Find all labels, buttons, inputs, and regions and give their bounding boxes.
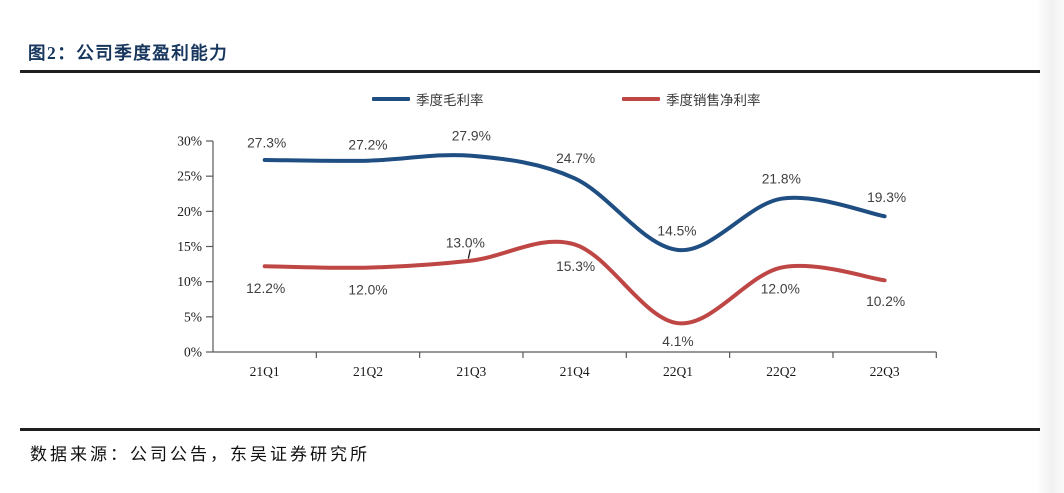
data-label-series-0: 14.5% — [657, 224, 696, 239]
x-axis-tick-label: 21Q2 — [353, 364, 383, 379]
y-axis-tick-label: 0% — [184, 345, 202, 360]
legend-item-net-margin: 季度销售净利率 — [622, 91, 761, 108]
y-axis-tick-label: 25% — [177, 169, 202, 184]
legend-line-swatch-red — [622, 97, 660, 101]
title-divider — [20, 70, 1040, 73]
series-line-1 — [262, 239, 887, 326]
x-axis-tick-label: 22Q2 — [766, 364, 796, 379]
series-line-0 — [262, 153, 887, 253]
data-source-note: 数据来源：公司公告，东吴证券研究所 — [30, 445, 370, 464]
legend-item-gross-margin: 季度毛利率 — [372, 91, 484, 108]
data-label-series-1: 12.0% — [348, 282, 387, 297]
x-axis-tick-label: 21Q1 — [250, 364, 280, 379]
y-axis-tick-label: 5% — [184, 309, 202, 324]
y-axis-tick-label: 30% — [177, 134, 202, 149]
x-axis-tick-label: 21Q4 — [560, 364, 590, 379]
data-label-series-1: 15.3% — [556, 259, 595, 274]
data-label-series-0: 19.3% — [867, 190, 906, 205]
data-label-series-0: 24.7% — [556, 151, 595, 166]
data-label-series-0: 27.9% — [452, 128, 491, 143]
x-axis-tick-label: 21Q3 — [456, 364, 486, 379]
data-label-series-0: 27.2% — [348, 137, 387, 152]
data-label-series-1: 10.2% — [866, 294, 905, 309]
y-axis-tick-label: 10% — [177, 274, 202, 289]
x-axis-tick-label: 22Q3 — [870, 364, 900, 379]
data-label-leader — [467, 249, 471, 259]
data-label-series-1: 13.0% — [446, 235, 485, 250]
figure-title: 图2：公司季度盈利能力 — [28, 43, 229, 63]
y-axis-tick-label: 20% — [177, 204, 202, 219]
data-label-series-1: 4.1% — [662, 334, 693, 349]
data-label-series-0: 21.8% — [762, 171, 801, 186]
legend-label-gross-margin: 季度毛利率 — [416, 93, 484, 108]
legend-label-net-margin: 季度销售净利率 — [666, 93, 761, 108]
data-label-series-1: 12.0% — [761, 281, 800, 296]
data-label-series-0: 27.3% — [247, 136, 286, 151]
x-axis-tick-label: 22Q1 — [663, 364, 693, 379]
y-axis-tick-label: 15% — [177, 239, 202, 254]
legend-line-swatch-blue — [372, 97, 410, 101]
footer-divider — [20, 428, 1040, 431]
data-label-series-1: 12.2% — [246, 281, 285, 296]
